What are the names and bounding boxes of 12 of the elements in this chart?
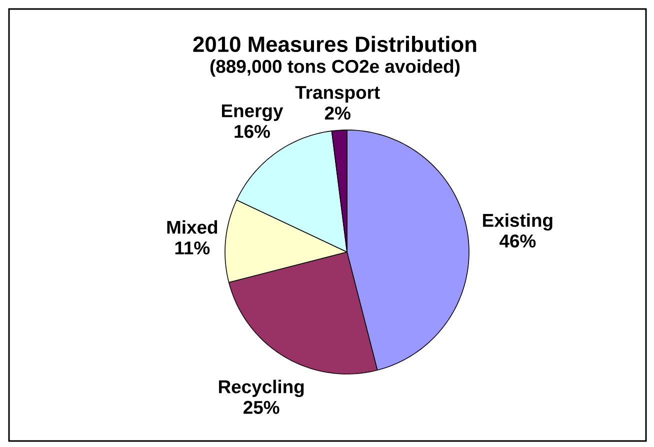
data-label: 11% — [175, 241, 210, 254]
slice-label: Recycling — [219, 380, 304, 398]
data-label: 16% — [234, 124, 270, 138]
data-label: 46% — [500, 234, 536, 248]
chart-title: 2010 Measures Distribution — [193, 36, 476, 52]
slice-label: Existing — [483, 213, 552, 231]
slice-label: Energy — [222, 104, 284, 122]
slice-label: Mixed — [167, 220, 218, 234]
data-label: 25% — [244, 400, 280, 414]
chart-subtitle: (889,000 tons CO2e avoided) — [210, 59, 460, 77]
slice-label: Transport — [295, 86, 380, 103]
data-label: 2% — [324, 106, 350, 120]
